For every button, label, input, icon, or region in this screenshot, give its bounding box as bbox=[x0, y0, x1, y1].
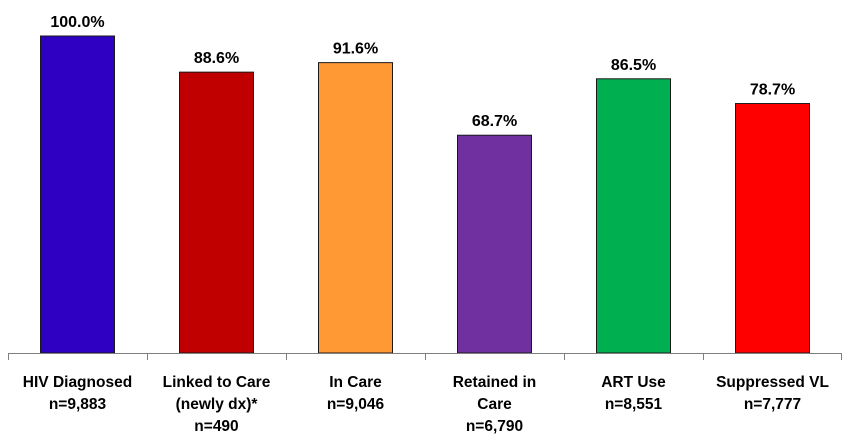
category-label-line: HIV Diagnosed bbox=[23, 374, 132, 391]
category-label-line: Care bbox=[477, 396, 512, 413]
x-axis-ticks-group bbox=[8, 353, 842, 360]
category-label-line: In Care bbox=[329, 374, 382, 391]
data-label: 88.6% bbox=[194, 50, 239, 67]
category-label: Linked to Care (newly dx)* n=490 bbox=[163, 374, 271, 435]
value-labels-group: 100.0% 88.6% 91.6% 68.7% 86.5% 78.7% bbox=[50, 14, 795, 130]
category-label-line: ART Use bbox=[601, 374, 666, 391]
category-label-line: Suppressed VL bbox=[716, 374, 829, 391]
category-label-line: n=9,046 bbox=[327, 396, 385, 413]
bar bbox=[179, 71, 254, 354]
category-label-line: Retained in bbox=[453, 374, 537, 391]
category-label-line: Linked to Care bbox=[163, 374, 271, 391]
category-label-line: (newly dx)* bbox=[176, 396, 259, 413]
category-label-line: n=490 bbox=[194, 418, 238, 435]
bar bbox=[735, 103, 810, 354]
bar bbox=[596, 78, 671, 354]
data-label: 78.7% bbox=[750, 82, 795, 99]
category-label: HIV Diagnosed n=9,883 bbox=[23, 374, 132, 413]
bar bbox=[40, 35, 115, 354]
category-label-line: n=6,790 bbox=[466, 418, 523, 435]
data-label: 100.0% bbox=[50, 14, 104, 31]
category-label-line: n=8,551 bbox=[605, 396, 663, 413]
bar bbox=[457, 134, 532, 354]
category-label: In Care n=9,046 bbox=[327, 374, 385, 413]
category-label: ART Use n=8,551 bbox=[601, 374, 666, 413]
bars-group bbox=[40, 35, 810, 354]
data-label: 86.5% bbox=[611, 57, 656, 74]
category-label-line: n=7,777 bbox=[744, 396, 801, 413]
data-label: 68.7% bbox=[472, 113, 517, 130]
bar bbox=[318, 62, 393, 354]
data-label: 91.6% bbox=[333, 41, 378, 58]
category-label: Suppressed VL n=7,777 bbox=[716, 374, 829, 413]
category-labels-group: HIV Diagnosed n=9,883 Linked to Care (newly… bbox=[23, 374, 829, 435]
category-label: Retained in Care n=6,790 bbox=[453, 374, 537, 435]
category-label-line: n=9,883 bbox=[49, 396, 107, 413]
